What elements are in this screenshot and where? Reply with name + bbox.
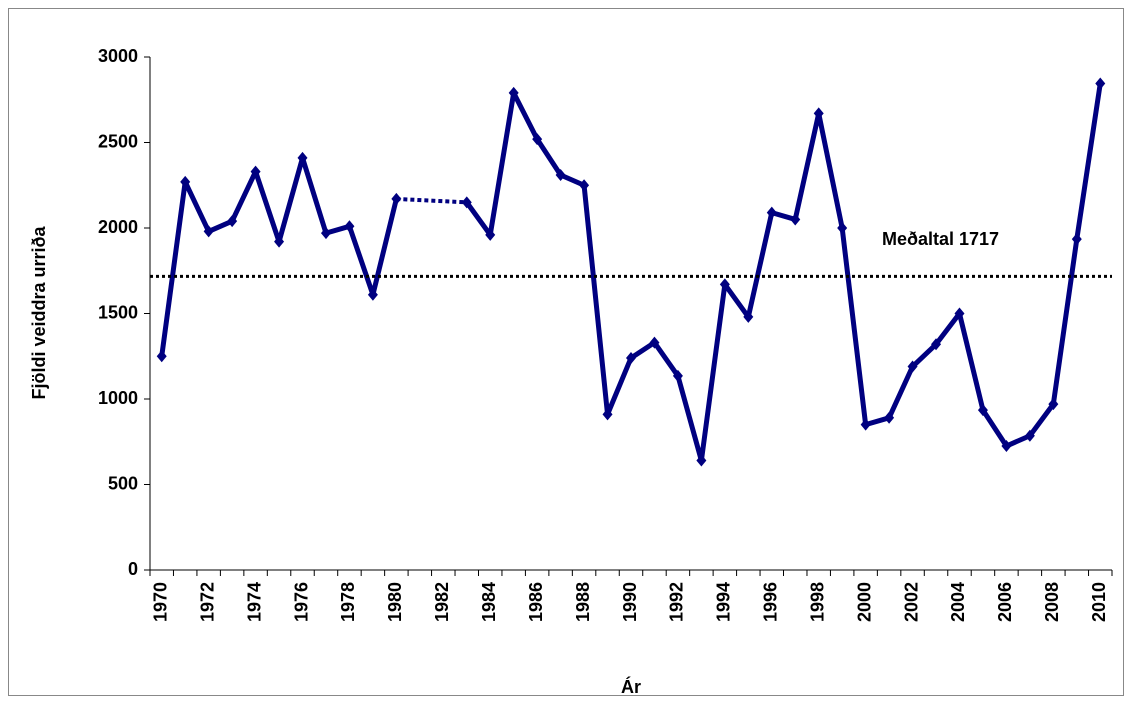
y-tick-label: 1500 xyxy=(98,302,138,322)
x-tick-label: 2002 xyxy=(901,582,921,622)
x-tick-label: 1996 xyxy=(761,582,781,622)
data-point xyxy=(696,454,707,467)
data-point xyxy=(884,411,895,424)
data-point xyxy=(626,351,636,364)
data-point xyxy=(790,213,801,226)
data-point xyxy=(907,360,918,373)
data-point xyxy=(1024,429,1035,442)
data-point xyxy=(837,222,848,234)
data-point xyxy=(719,278,730,291)
x-tick-label: 1978 xyxy=(338,582,358,622)
data-point xyxy=(1048,398,1059,411)
y-tick-label: 0 xyxy=(128,559,138,579)
data-point xyxy=(367,288,378,301)
data-point xyxy=(1095,77,1106,90)
x-tick-label: 2008 xyxy=(1042,582,1062,622)
x-tick-label: 2006 xyxy=(995,582,1015,622)
x-tick-label: 1988 xyxy=(573,582,593,622)
y-tick-label: 1000 xyxy=(98,388,138,408)
y-tick-label: 3000 xyxy=(98,46,138,66)
data-point xyxy=(813,107,824,120)
data-point xyxy=(579,179,590,192)
x-tick-label: 1986 xyxy=(526,582,546,622)
x-tick-label: 1990 xyxy=(620,582,640,622)
data-point xyxy=(250,165,261,178)
gap-bridge xyxy=(396,196,467,205)
data-point xyxy=(508,86,519,99)
data-point xyxy=(555,168,566,181)
data-point xyxy=(1001,440,1012,453)
x-tick-label: 1998 xyxy=(807,582,827,622)
mean-label: Meðaltal 1717 xyxy=(882,229,999,249)
x-tick-label: 1976 xyxy=(291,582,311,622)
data-point xyxy=(1071,233,1082,246)
data-point xyxy=(274,235,285,248)
x-tick-label: 2000 xyxy=(854,582,874,622)
data-point xyxy=(297,151,308,164)
data-point xyxy=(180,175,191,188)
data-point xyxy=(532,133,543,146)
data-point xyxy=(602,408,613,421)
data-point xyxy=(766,206,777,219)
chart-frame xyxy=(8,8,1124,696)
data-point xyxy=(954,307,965,320)
x-tick-label: 1970 xyxy=(150,582,170,622)
y-tick-label: 2000 xyxy=(98,217,138,237)
data-point xyxy=(227,215,238,228)
data-point xyxy=(461,196,472,209)
data-point xyxy=(344,220,355,233)
data-point xyxy=(931,338,942,351)
data-point xyxy=(649,336,660,349)
x-axis-title: Ár xyxy=(621,676,641,697)
x-tick-label: 1984 xyxy=(479,582,499,622)
data-point xyxy=(156,350,167,363)
x-tick-label: 1992 xyxy=(667,582,687,622)
data-point xyxy=(203,225,214,238)
x-tick-label: 2004 xyxy=(948,582,968,622)
data-point xyxy=(320,227,331,240)
x-tick-label: 1974 xyxy=(244,582,264,622)
data-point xyxy=(672,369,683,382)
y-tick-label: 500 xyxy=(108,473,138,493)
data-point xyxy=(860,418,871,431)
x-tick-label: 1982 xyxy=(432,582,452,622)
data-point xyxy=(391,192,402,205)
data-point xyxy=(977,404,988,417)
y-axis-title: Fjöldi veiddra urriða xyxy=(29,225,49,399)
x-tick-label: 2010 xyxy=(1089,582,1109,622)
y-tick-label: 2500 xyxy=(98,131,138,151)
data-point xyxy=(485,228,496,241)
x-tick-label: 1972 xyxy=(197,582,217,622)
x-tick-label: 1980 xyxy=(385,582,405,622)
data-point xyxy=(743,310,754,323)
x-tick-label: 1994 xyxy=(714,582,734,622)
